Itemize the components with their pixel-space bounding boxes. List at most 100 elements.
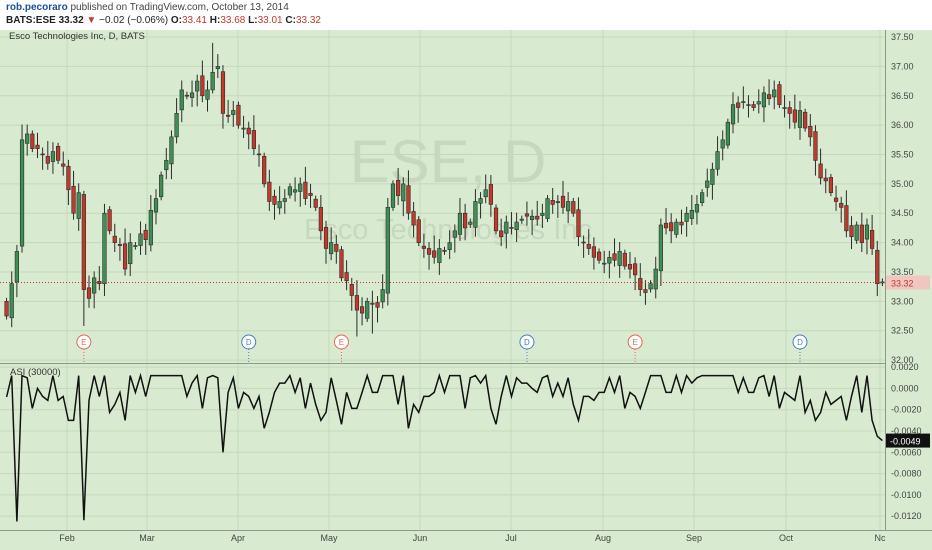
- candle: [545, 198, 550, 219]
- price-tick-label: 33.50: [891, 267, 914, 277]
- candle: [576, 209, 581, 238]
- change: −0.02 (−0.06%): [99, 15, 169, 26]
- candle: [174, 113, 179, 138]
- candle: [653, 268, 658, 290]
- candle: [153, 198, 159, 213]
- candle: [411, 211, 416, 226]
- dividend-marker[interactable]: [792, 334, 808, 350]
- panes-background: [0, 30, 932, 530]
- candle: [365, 301, 370, 319]
- month-label: Sep: [686, 533, 702, 543]
- candle: [638, 278, 643, 290]
- candle: [267, 181, 272, 202]
- candle: [159, 174, 164, 198]
- author-name[interactable]: rob.pecoraro: [6, 2, 68, 13]
- price-tick-label: 36.00: [891, 120, 914, 130]
- candle: [658, 224, 663, 272]
- earnings-marker[interactable]: [627, 334, 643, 350]
- candle: [236, 104, 241, 126]
- asi-tick-label: -0.0060: [891, 447, 922, 457]
- asi-last-label-bg: [886, 433, 930, 448]
- candle: [715, 151, 720, 170]
- dividend-marker[interactable]: [519, 334, 535, 350]
- candle: [334, 244, 339, 252]
- asi-tick-label: 0.0000: [891, 383, 919, 393]
- candle: [76, 192, 81, 219]
- candle: [751, 104, 756, 108]
- candle: [61, 163, 66, 167]
- month-label: Feb: [59, 533, 75, 543]
- candle: [730, 104, 736, 125]
- candle: [45, 155, 50, 164]
- candle: [143, 229, 148, 240]
- candle: [390, 183, 396, 208]
- publisher-line: rob.pecoraro published on TradingView.co…: [6, 2, 289, 14]
- candle: [468, 221, 473, 225]
- candle: [40, 153, 45, 156]
- candle: [710, 168, 715, 185]
- candle: [277, 201, 282, 209]
- candle: [339, 249, 344, 279]
- candle: [612, 253, 617, 261]
- candle: [30, 133, 35, 149]
- candle: [571, 201, 576, 214]
- candle: [246, 127, 251, 135]
- candle: [586, 244, 591, 249]
- candle: [818, 163, 823, 179]
- candle: [736, 102, 741, 108]
- candle: [870, 229, 875, 249]
- candle: [19, 139, 25, 247]
- candle: [772, 89, 777, 98]
- candle: [323, 227, 329, 249]
- candle: [179, 89, 184, 111]
- candle: [560, 195, 566, 208]
- last-price-label: 33.32: [891, 279, 914, 289]
- candle: [169, 136, 174, 165]
- month-label: Mar: [139, 533, 155, 543]
- open-label: O:: [170, 15, 182, 26]
- candle: [864, 224, 870, 240]
- candle: [421, 245, 426, 249]
- candle: [617, 251, 622, 266]
- close-label: C:: [285, 15, 296, 26]
- open-value: 33.41: [181, 15, 207, 26]
- candle: [823, 177, 828, 182]
- candle: [117, 244, 123, 246]
- candle: [669, 222, 674, 232]
- candle: [406, 185, 411, 214]
- price-tick-label: 34.50: [891, 208, 914, 218]
- candle: [71, 185, 76, 214]
- dividend-marker[interactable]: [241, 334, 257, 350]
- month-label: Jun: [413, 533, 428, 543]
- candle: [483, 189, 488, 198]
- earnings-marker[interactable]: [76, 334, 92, 350]
- asi-tick-label: -0.0080: [891, 469, 922, 479]
- candle: [292, 189, 298, 193]
- candle: [380, 289, 385, 303]
- candle: [457, 212, 463, 235]
- candle: [447, 242, 452, 250]
- candle: [854, 224, 859, 241]
- candle: [298, 183, 303, 192]
- price-tick-label: 35.50: [891, 150, 914, 160]
- candle: [699, 192, 705, 203]
- candle: [112, 235, 117, 243]
- asi-last-label: -0.0049: [890, 437, 921, 447]
- asi-tick-label: -0.0100: [891, 490, 922, 500]
- candle: [66, 165, 71, 191]
- candle: [849, 225, 854, 238]
- earnings-marker[interactable]: [333, 334, 349, 350]
- chart[interactable]: ESE, D Esco Technologies Inc 33.32 32.00 32.…: [0, 28, 932, 550]
- price-tick-label: 36.50: [891, 91, 914, 101]
- month-label: May: [320, 533, 338, 543]
- candle: [828, 177, 834, 193]
- candle: [148, 210, 153, 246]
- candle: [463, 212, 468, 229]
- candle: [529, 215, 535, 220]
- price-tick-label: 37.00: [891, 61, 914, 71]
- candle: [839, 202, 844, 208]
- candle: [308, 192, 313, 196]
- dividend-marker-label: D: [524, 338, 530, 347]
- candle: [705, 180, 710, 188]
- candle: [128, 242, 133, 265]
